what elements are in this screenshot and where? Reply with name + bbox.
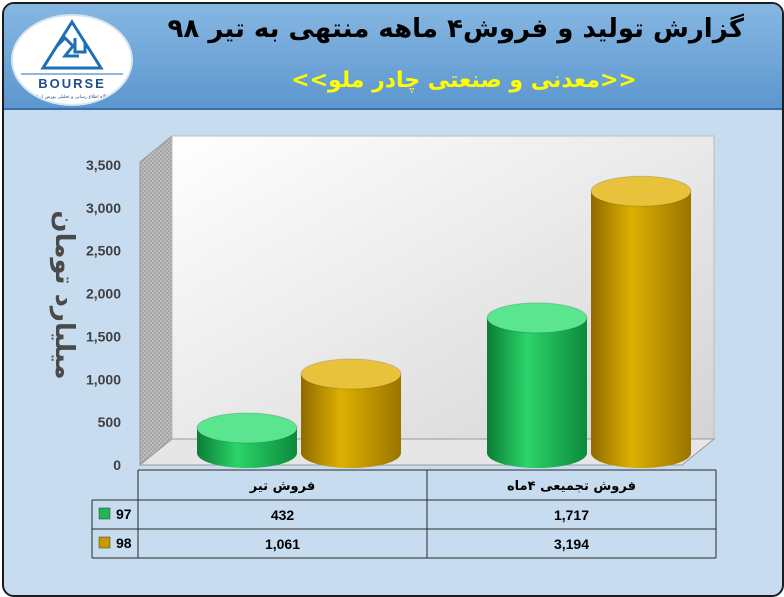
bar-body bbox=[301, 374, 401, 468]
y-tick-label: 3,000 bbox=[86, 200, 121, 216]
y-tick-label: 500 bbox=[98, 414, 122, 430]
chart-bars bbox=[196, 175, 692, 468]
bar-body bbox=[487, 317, 587, 468]
y-axis-label: میلیارد تومان bbox=[49, 210, 79, 379]
bar-top bbox=[196, 412, 298, 444]
legend-label: 98 bbox=[116, 535, 132, 551]
bar-top bbox=[300, 358, 402, 390]
chart-side-wall bbox=[139, 134, 173, 467]
y-tick-label: 2,500 bbox=[86, 243, 121, 259]
y-tick-label: 2,000 bbox=[86, 286, 121, 302]
y-tick-label: 1,000 bbox=[86, 371, 121, 387]
chart-title: گزارش تولید و فروش۴ ماهه منتهی به تیر ۹۸ bbox=[167, 14, 744, 44]
table-value: 1,717 bbox=[554, 507, 589, 523]
bourse-logo: BOURSE پایگاه اطلاع رسانی و تحلیلی بورس … bbox=[11, 14, 133, 106]
legend-label: 97 bbox=[116, 506, 132, 522]
data-table: فروش تیر فروش تجمیعی ۴ماه 97 432 1,717 98 1,06… bbox=[91, 469, 717, 559]
bar-98-1 bbox=[300, 358, 402, 468]
table-value: 1,061 bbox=[265, 536, 300, 552]
header-banner: BOURSE پایگاه اطلاع رسانی و تحلیلی بورس … bbox=[4, 4, 782, 110]
chart-subtitle: <<معدنی و صنعتی چادر ملو>> bbox=[291, 68, 637, 93]
y-axis-ticks: 0 500 1,000 1,500 2,000 2,500 3,000 3,500 bbox=[86, 157, 121, 473]
bar-98-2 bbox=[590, 175, 692, 468]
legend-swatch bbox=[98, 536, 111, 549]
y-tick-label: 3,500 bbox=[86, 157, 121, 173]
logo-mark-icon: BOURSE پایگاه اطلاع رسانی و تحلیلی بورس … bbox=[21, 19, 123, 100]
bar-body bbox=[591, 191, 691, 468]
legend-swatch bbox=[98, 507, 111, 520]
bar-97-2 bbox=[486, 302, 588, 468]
bar-top bbox=[486, 302, 588, 334]
x-category-label: فروش تجمیعی ۴ماه bbox=[507, 479, 636, 494]
table-value: 432 bbox=[271, 507, 295, 523]
logo-caption: پایگاه اطلاع رسانی و تحلیلی بورس ایران bbox=[34, 93, 111, 100]
chart-area: 0 500 1,000 1,500 2,000 2,500 3,000 3,500 فروش … bbox=[49, 134, 717, 559]
logo-text: BOURSE bbox=[38, 76, 106, 91]
y-tick-label: 0 bbox=[113, 457, 121, 473]
y-tick-label: 1,500 bbox=[86, 328, 121, 344]
bar-top bbox=[590, 175, 692, 207]
x-category-label: فروش تیر bbox=[249, 479, 315, 494]
bar-97-1 bbox=[196, 412, 298, 468]
table-value: 3,194 bbox=[554, 536, 589, 552]
